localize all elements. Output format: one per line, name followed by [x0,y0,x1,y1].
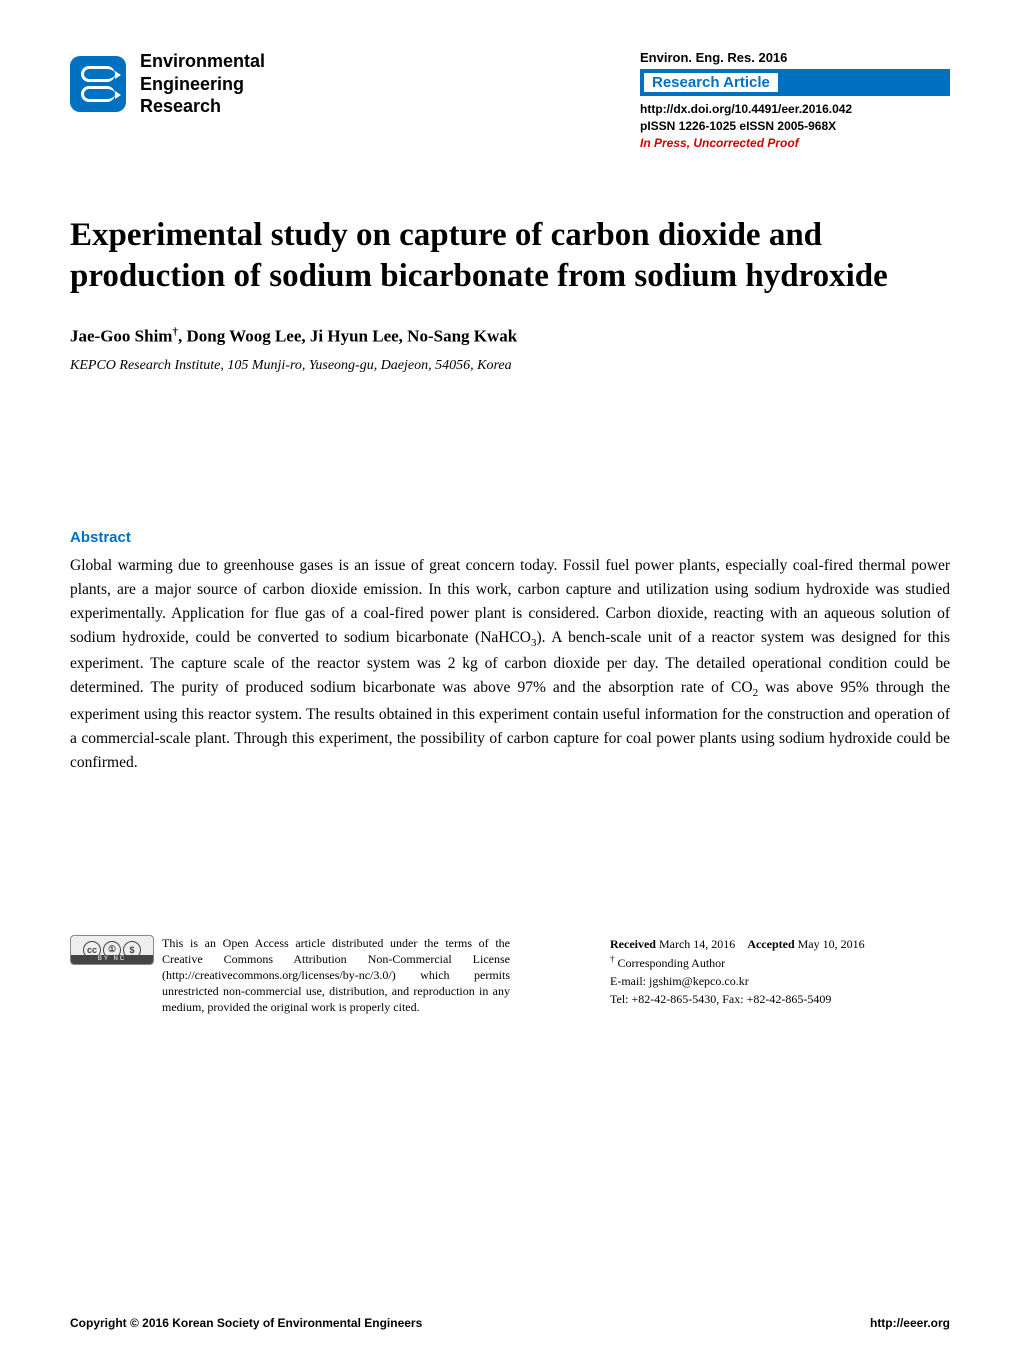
logo-line-1: Environmental [140,50,265,73]
doi-link[interactable]: http://dx.doi.org/10.4491/eer.2016.042 [640,102,950,116]
corresponding-tel: Tel: +82-42-865-5430, Fax: +82-42-865-54… [610,990,950,1008]
abstract-heading: Abstract [70,529,950,546]
footer-row: cc ① $ BY NC This is an Open Access arti… [70,935,950,1016]
accepted-label: Accepted [747,937,794,951]
cc-badge-icon: cc ① $ BY NC [70,935,154,965]
article-type-badge: Research Article [640,69,950,96]
article-type-label: Research Article [644,73,778,92]
journal-url[interactable]: http://eeer.org [870,1316,950,1330]
cc-strip-label: BY NC [71,955,153,964]
logo-line-2: Engineering [140,73,265,96]
journal-issue: Environ. Eng. Res. 2016 [640,50,950,65]
dates-line: Received March 14, 2016 Accepted May 10,… [610,935,950,953]
meta-block: Environ. Eng. Res. 2016 Research Article… [640,50,950,150]
journal-logo-text: Environmental Engineering Research [140,50,265,118]
license-block: cc ① $ BY NC This is an Open Access arti… [70,935,510,1016]
received-label: Received [610,937,656,951]
article-title: Experimental study on capture of carbon … [70,215,950,298]
logo-block: Environmental Engineering Research [70,50,265,118]
header-row: Environmental Engineering Research Envir… [70,50,950,150]
affiliation: KEPCO Research Institute, 105 Munji-ro, … [70,358,950,374]
logo-line-3: Research [140,95,265,118]
accepted-value: May 10, 2016 [798,937,865,951]
bottom-bar: Copyright © 2016 Korean Society of Envir… [70,1316,950,1330]
corresponding-line: † Corresponding Author [610,953,950,972]
corresponding-label: Corresponding Author [618,956,726,970]
author-list: Jae-Goo Shim†, Dong Woog Lee, Ji Hyun Le… [70,326,950,347]
dates-block: Received March 14, 2016 Accepted May 10,… [610,935,950,1016]
copyright-text: Copyright © 2016 Korean Society of Envir… [70,1316,422,1330]
corresponding-email: E-mail: jgshim@kepco.co.kr [610,972,950,990]
proof-status: In Press, Uncorrected Proof [640,136,950,150]
journal-logo-icon [70,56,126,112]
received-value: March 14, 2016 [659,937,735,951]
issn-line: pISSN 1226-1025 eISSN 2005-968X [640,119,950,133]
abstract-body: Global warming due to greenhouse gases i… [70,554,950,774]
license-text: This is an Open Access article distribut… [162,935,510,1016]
